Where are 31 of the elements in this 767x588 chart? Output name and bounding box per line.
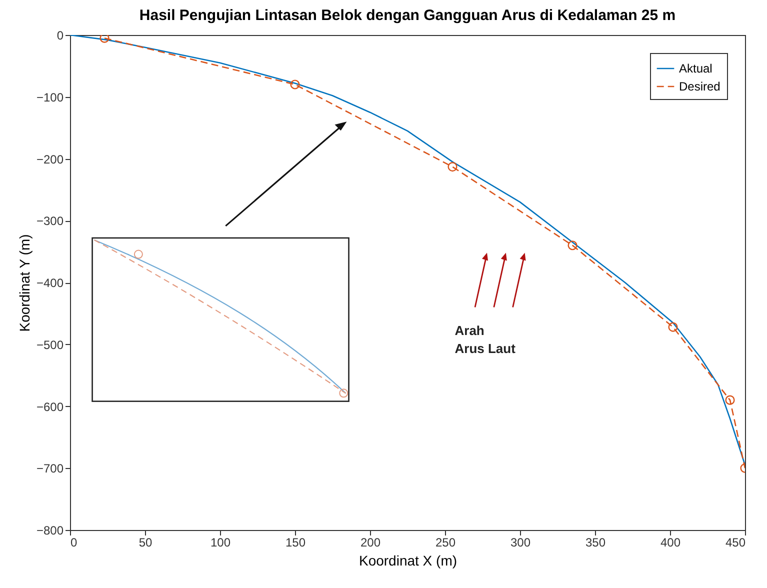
y-tick-label: −800 — [36, 524, 64, 538]
x-tick-label: 350 — [585, 536, 606, 550]
point — [290, 80, 300, 90]
y-tick-label: 0 — [56, 28, 64, 42]
x-tick-label: 250 — [435, 536, 456, 550]
y-tick-label: −300 — [36, 214, 64, 228]
x-tick-label: 100 — [210, 536, 231, 550]
point — [448, 162, 458, 172]
y-axis-title: Koordinat Y (m) — [16, 234, 32, 332]
y-tick-label: −200 — [36, 152, 64, 166]
x-tick-label: 400 — [660, 536, 681, 550]
x-tick-label: 150 — [285, 536, 306, 550]
x-tick-label: 200 — [360, 536, 381, 550]
point — [725, 395, 735, 405]
chart-title: Hasil Pengujian Lintasan Belok dengan Gangguan Arus di Kedalaman 25 m — [139, 7, 676, 24]
legend-label: Aktual — [679, 62, 712, 76]
x-axis-title: Koordinat X (m) — [358, 552, 458, 568]
y-tick-label: −500 — [36, 338, 64, 352]
x-tick-label: 300 — [510, 536, 531, 550]
y-tick-label: −100 — [36, 90, 64, 104]
x-tick-label: 450 — [725, 536, 746, 550]
legend-label: Desired — [679, 80, 720, 94]
annotation: Arah Arus Laut — [454, 322, 516, 358]
x-tick-label: 50 — [138, 536, 152, 550]
point — [100, 35, 110, 43]
x-tick-label: 0 — [70, 536, 78, 550]
y-tick-label: −600 — [36, 400, 64, 414]
point — [568, 240, 578, 250]
y-tick-label: −700 — [36, 462, 64, 476]
y-tick-label: −400 — [36, 276, 64, 290]
point — [668, 322, 678, 332]
